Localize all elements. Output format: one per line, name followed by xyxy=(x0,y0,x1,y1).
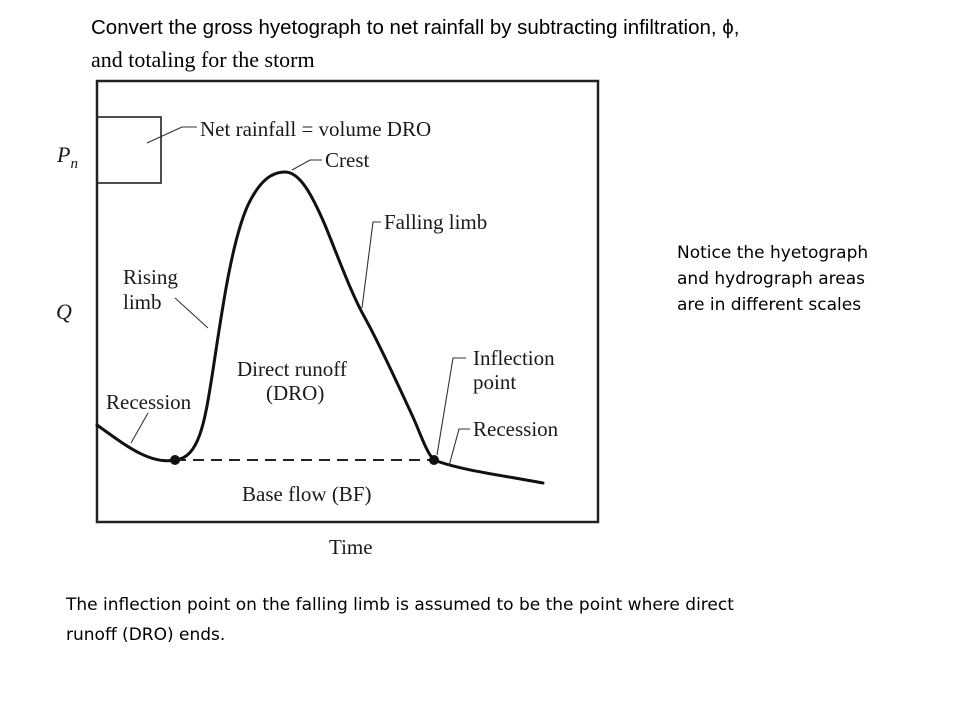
label-crest: Crest xyxy=(325,148,369,172)
x-axis-label: Time xyxy=(329,535,373,559)
label-base-flow: Base flow (BF) xyxy=(242,482,372,506)
label-falling-limb: Falling limb xyxy=(384,210,487,234)
scale-note-line-3: are in different scales xyxy=(677,295,862,315)
title-line-1: Convert the gross hyetograph to net rain… xyxy=(91,16,740,39)
leader-recession-right xyxy=(448,428,470,467)
rise-start-point xyxy=(170,455,180,465)
label-rising-limb-1: Rising xyxy=(123,265,178,289)
scale-note-line-1: Notice the hyetograph xyxy=(677,243,869,263)
leader-net-rainfall xyxy=(146,126,197,144)
leader-recession-left xyxy=(130,412,149,444)
label-direct-runoff-1: Direct runoff xyxy=(237,357,347,381)
inflection-caption: The inflection point on the falling limb… xyxy=(66,590,896,650)
y-label-top-subscript: n xyxy=(70,156,78,172)
scale-note-line-2: and hydrograph areas xyxy=(677,269,865,289)
leader-inflection xyxy=(436,357,466,456)
plot-frame xyxy=(95,79,600,524)
leader-rising-limb xyxy=(174,297,209,329)
inflection-point-marker xyxy=(429,455,439,465)
caption-line-1: The inflection point on the falling limb… xyxy=(66,595,734,615)
label-rising-limb-2: limb xyxy=(123,290,162,314)
leader-lines xyxy=(130,126,470,467)
net-rainfall-box xyxy=(96,116,162,184)
label-direct-runoff-2: (DRO) xyxy=(266,381,324,405)
scale-note: Notice the hyetograph and hydrograph are… xyxy=(677,240,917,318)
label-recession-right: Recession xyxy=(473,417,559,441)
hydrograph-curve xyxy=(95,170,545,485)
title-line-2: and totaling for the storm xyxy=(91,47,315,72)
label-recession-left: Recession xyxy=(106,390,192,414)
label-inflection-1: Inflection xyxy=(473,346,555,370)
leader-falling-limb xyxy=(361,221,381,309)
caption-line-2: runoff (DRO) ends. xyxy=(66,625,226,645)
label-net-rainfall: Net rainfall = volume DRO xyxy=(200,117,431,141)
y-label-top: Pn xyxy=(56,142,78,172)
y-label-bottom: Q xyxy=(56,299,72,324)
leader-crest xyxy=(291,159,322,171)
label-inflection-2: point xyxy=(473,370,516,394)
